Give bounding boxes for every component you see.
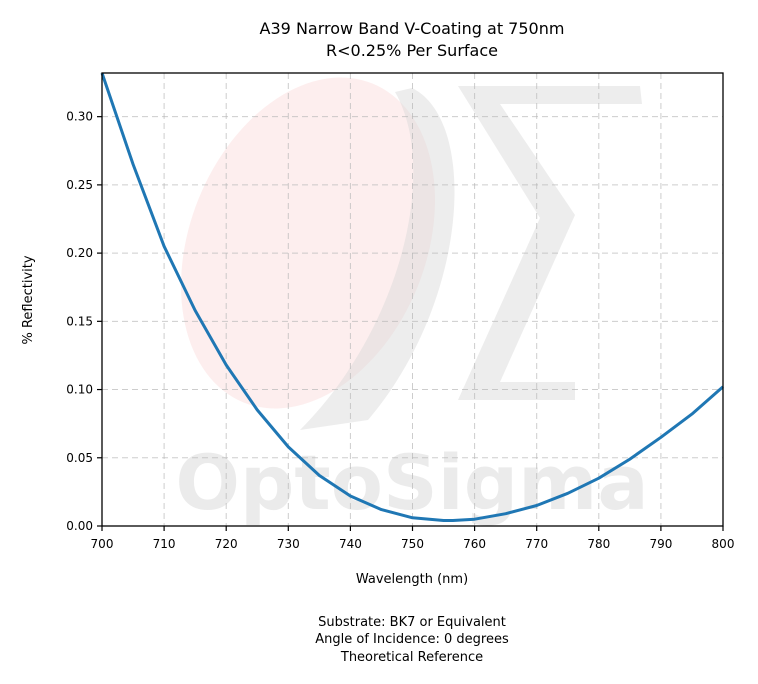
x-tick-label: 760	[463, 537, 486, 551]
plot-lines	[100, 72, 724, 522]
x-tick-label: 770	[525, 537, 548, 551]
x-tick-label: 700	[91, 537, 114, 551]
reflectivity-series-line	[100, 72, 724, 522]
optosigma-watermark-logo: OptoSigma	[175, 77, 649, 527]
x-tick-label: 790	[649, 537, 672, 551]
x-tick-label: 740	[339, 537, 362, 551]
x-tick-label: 780	[587, 537, 610, 551]
y-tick-label: 0.30	[66, 110, 93, 124]
y-tick-label: 0.00	[66, 519, 93, 533]
watermark-crescent	[300, 88, 455, 430]
x-tick-label: 800	[712, 537, 735, 551]
x-tick-label: 750	[401, 537, 424, 551]
x-axis-label: Wavelength (nm)	[356, 572, 468, 587]
watermark-sigma-icon	[458, 86, 642, 400]
y-tick-label: 0.25	[66, 178, 93, 192]
x-tick-label: 720	[215, 537, 238, 551]
watermark-red-ellipse	[181, 77, 435, 409]
y-tick-label: 0.20	[66, 246, 93, 260]
y-tick-label: 0.05	[66, 451, 93, 465]
watermark-wordmark: OptoSigma	[175, 438, 648, 527]
chart-title-line-1: A39 Narrow Band V-Coating at 750nm	[260, 19, 565, 38]
chart-title-line-2: R<0.25% Per Surface	[326, 41, 498, 60]
footnote-angle: Angle of Incidence: 0 degrees	[315, 632, 509, 647]
footnote-substrate: Substrate: BK7 or Equivalent	[318, 615, 506, 630]
y-tick-label: 0.15	[66, 314, 93, 328]
footnote-reference: Theoretical Reference	[340, 650, 483, 665]
x-tick-label: 710	[153, 537, 176, 551]
x-tick-label: 730	[277, 537, 300, 551]
y-tick-label: 0.10	[66, 383, 93, 397]
y-axis-label: % Reflectivity	[21, 255, 36, 344]
axis-ticks: 700 710 720 730 740 750 760 770 780 790 800 0.00 0.0…	[66, 110, 734, 551]
